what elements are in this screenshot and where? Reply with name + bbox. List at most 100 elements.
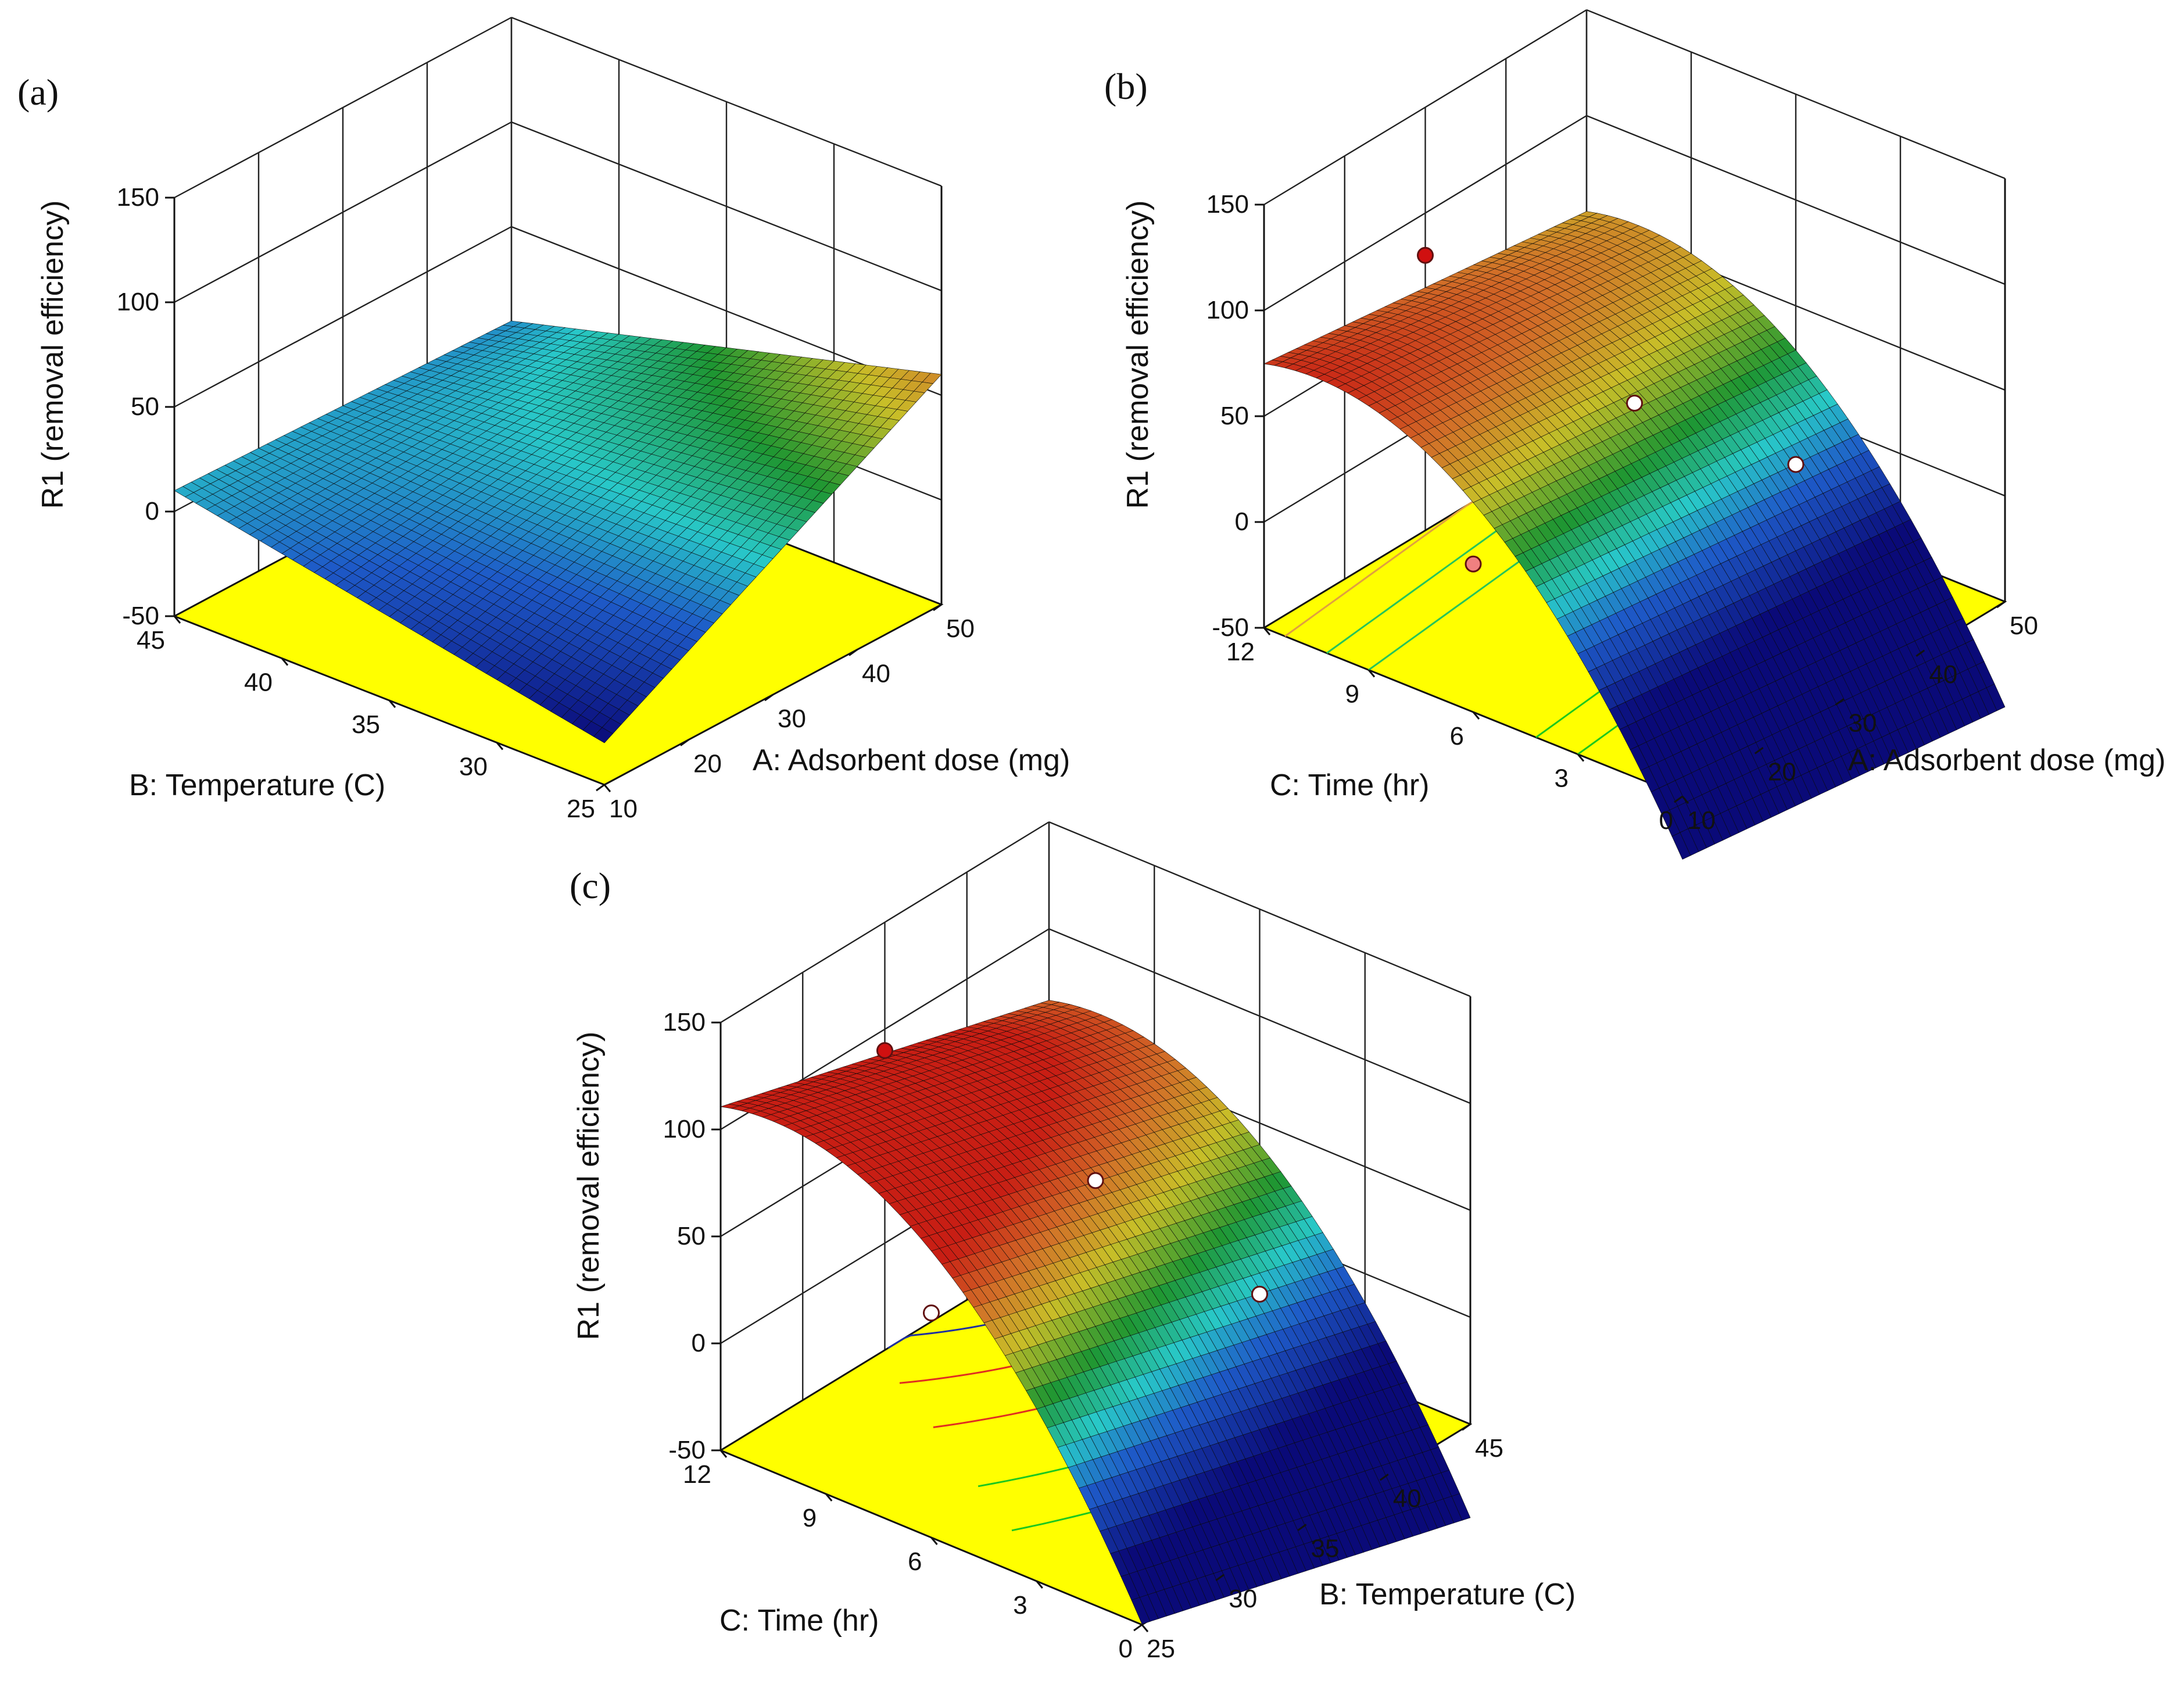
grid-line bbox=[720, 821, 1050, 1024]
x-tick-mark bbox=[1835, 698, 1845, 706]
x-tick-mark bbox=[1133, 1624, 1143, 1632]
panel-c-surface bbox=[720, 1000, 1471, 1625]
z-tick-label: -50 bbox=[122, 602, 159, 630]
z-tick-label: 50 bbox=[131, 392, 159, 421]
x-tick-mark bbox=[1297, 1524, 1307, 1531]
x-tick-label: 20 bbox=[693, 750, 722, 778]
y-tick-mark bbox=[1263, 627, 1271, 635]
z-tick-label: 150 bbox=[117, 183, 159, 212]
panel-b-y-axis-label: C: Time (hr) bbox=[1270, 768, 1429, 802]
z-tick-label: 100 bbox=[663, 1115, 706, 1143]
y-tick-mark bbox=[388, 700, 396, 708]
y-tick-label: 12 bbox=[1226, 638, 1255, 666]
x-tick-mark bbox=[933, 603, 942, 612]
x-tick-label: 50 bbox=[946, 614, 975, 643]
y-tick-mark bbox=[603, 784, 611, 792]
grid-line bbox=[174, 226, 512, 408]
design-point bbox=[923, 1304, 940, 1322]
panel-b-x-axis-label: A: Adsorbent dose (mg) bbox=[1848, 743, 2165, 777]
y-tick-mark bbox=[173, 616, 181, 624]
design-point bbox=[876, 1042, 893, 1059]
x-tick-label: 40 bbox=[1393, 1484, 1422, 1513]
y-tick-mark bbox=[496, 742, 504, 750]
x-tick-mark bbox=[1215, 1574, 1225, 1581]
x-tick-label: 10 bbox=[609, 795, 638, 823]
z-tick-label: 150 bbox=[663, 1008, 706, 1036]
y-tick-mark bbox=[1472, 712, 1480, 720]
y-tick-label: 6 bbox=[1450, 722, 1464, 750]
panel-a-x-axis-label: A: Adsorbent dose (mg) bbox=[753, 743, 1070, 777]
design-point bbox=[1417, 246, 1434, 264]
surface-facet bbox=[593, 727, 613, 743]
x-tick-mark bbox=[680, 739, 689, 746]
panel-b-design-points bbox=[1417, 246, 1805, 573]
x-tick-mark bbox=[1996, 600, 2006, 609]
y-tick-label: 35 bbox=[352, 710, 380, 739]
grid-line bbox=[174, 121, 512, 303]
panel-a-surface bbox=[174, 320, 942, 743]
z-tick-label: 0 bbox=[692, 1329, 706, 1357]
x-tick-label: 20 bbox=[1768, 757, 1796, 786]
surface-facet bbox=[1671, 832, 1691, 860]
panel-c-design-points bbox=[876, 1042, 1268, 1322]
grid-line bbox=[1263, 9, 1587, 206]
y-tick-mark bbox=[281, 657, 289, 666]
panel-b-z-axis-label: R1 (removal efficiency) bbox=[1121, 201, 1155, 509]
x-tick-mark bbox=[764, 693, 774, 702]
y-tick-label: 45 bbox=[137, 626, 165, 655]
x-tick-label: 30 bbox=[778, 705, 806, 733]
y-tick-label: 9 bbox=[1345, 680, 1359, 709]
z-tick-label: 150 bbox=[1206, 190, 1249, 219]
x-tick-label: 25 bbox=[1147, 1635, 1175, 1663]
z-tick-label: 50 bbox=[1220, 402, 1249, 430]
y-tick-label: 40 bbox=[244, 668, 273, 697]
y-tick-label: 0 bbox=[1659, 806, 1673, 835]
design-point bbox=[1251, 1285, 1268, 1303]
x-tick-label: 30 bbox=[1229, 1585, 1257, 1613]
design-point bbox=[1087, 1172, 1104, 1189]
design-point bbox=[1626, 395, 1643, 412]
x-tick-label: 35 bbox=[1311, 1535, 1340, 1563]
panel-b-label: (b) bbox=[1104, 66, 1148, 107]
x-tick-label: 50 bbox=[2010, 612, 2038, 640]
z-tick-label: 50 bbox=[677, 1222, 706, 1250]
panel-a-ticks: -50 0 50 100 150 10 20 30 40 50 25 30 35 40 45 bbox=[117, 183, 975, 823]
x-tick-mark bbox=[1754, 747, 1764, 755]
panel-b-ticks: -50 0 50 100 150 10 20 30 40 50 0 3 6 9 12 bbox=[1206, 190, 2038, 835]
panel-a-y-axis-label: B: Temperature (C) bbox=[129, 768, 385, 802]
z-tick-label: 100 bbox=[117, 288, 159, 316]
y-tick-mark bbox=[1367, 669, 1376, 678]
x-tick-label: 40 bbox=[862, 660, 890, 688]
surface-facet bbox=[1131, 1597, 1151, 1625]
panel-b-surface bbox=[1263, 211, 2006, 860]
panel-b: -50 0 50 100 150 10 20 30 40 50 0 3 6 9 12 (b) R1 (rem… bbox=[1104, 9, 2165, 860]
x-tick-mark bbox=[596, 784, 605, 792]
y-tick-label: 25 bbox=[567, 795, 595, 823]
design-point bbox=[1787, 456, 1805, 473]
x-tick-mark bbox=[1674, 795, 1683, 803]
x-tick-label: 30 bbox=[1849, 709, 1877, 738]
z-tick-label: -50 bbox=[668, 1436, 706, 1464]
panel-a-label: (a) bbox=[17, 71, 59, 113]
y-tick-label: 3 bbox=[1555, 764, 1569, 793]
x-tick-label: 10 bbox=[1687, 806, 1716, 835]
z-tick-label: 0 bbox=[1235, 507, 1249, 536]
x-tick-mark bbox=[1916, 649, 1925, 657]
x-tick-label: 40 bbox=[1929, 660, 1957, 689]
panel-a: -50 0 50 100 150 10 20 30 40 50 25 30 35 40 45 (a) R1 … bbox=[17, 16, 1070, 823]
x-tick-mark bbox=[1379, 1474, 1389, 1481]
panel-a-z-axis-label: R1 (removal efficiency) bbox=[36, 201, 70, 509]
y-tick-label: 30 bbox=[459, 753, 488, 781]
grid-line bbox=[174, 16, 512, 199]
z-tick-label: 0 bbox=[145, 497, 159, 525]
design-point bbox=[1465, 555, 1482, 573]
z-tick-label: -50 bbox=[1212, 613, 1249, 642]
x-tick-mark bbox=[848, 649, 858, 656]
y-tick-mark bbox=[1681, 796, 1689, 804]
grid-line bbox=[1263, 115, 1587, 312]
z-tick-label: 100 bbox=[1206, 296, 1249, 324]
y-tick-mark bbox=[1577, 753, 1585, 762]
